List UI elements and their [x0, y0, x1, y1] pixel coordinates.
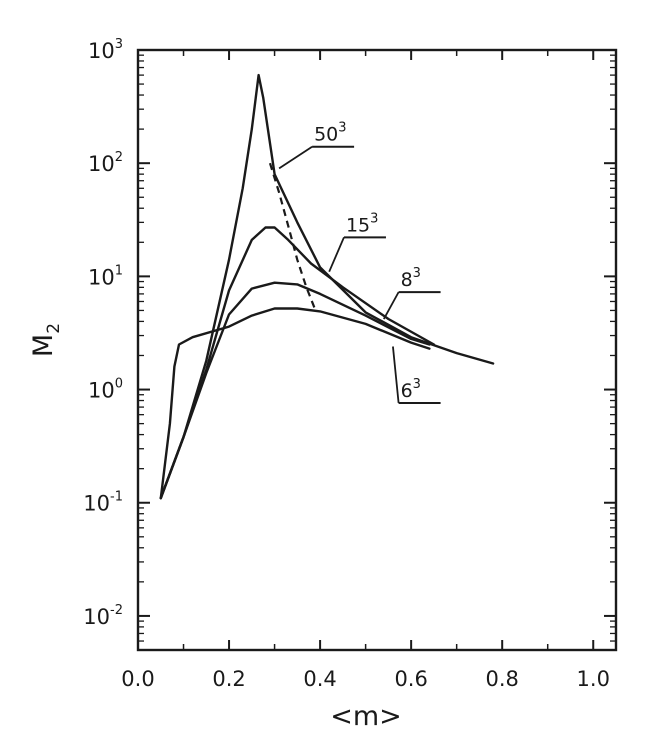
y-tick-label: 10-1 [83, 490, 123, 516]
x-tick-label: 0.4 [303, 667, 336, 691]
series-line-2 [159, 281, 431, 500]
series-line-3 [159, 307, 431, 500]
dashed-line [268, 162, 317, 311]
x-tick-label: 0.6 [394, 667, 427, 691]
x-tick-label: 0.8 [485, 667, 518, 691]
dashed-boundary [268, 162, 317, 311]
series-label: 153 [346, 211, 378, 236]
plot-frame [136, 48, 618, 652]
y-tick-label: 103 [88, 37, 123, 63]
x-axis-title: <m> [330, 701, 402, 732]
series-group [159, 73, 495, 500]
series-line-1 [159, 226, 436, 500]
y-tick-label: 101 [88, 263, 123, 289]
series-label: 83 [401, 266, 421, 291]
x-tick-label: 0.0 [121, 667, 154, 691]
x-tick-label: 1.0 [577, 667, 610, 691]
y-tick-label: 10-2 [83, 603, 123, 629]
series-line-0 [159, 73, 495, 500]
y-tick-label: 100 [88, 377, 123, 403]
series-label-leader [328, 236, 345, 273]
y-tick-label: 102 [88, 150, 123, 176]
series-label-leader [383, 291, 400, 320]
series-label: 503 [314, 121, 346, 146]
y-axis-title: M2 [28, 323, 64, 357]
series-label-leader [278, 145, 313, 170]
x-tick-label: 0.2 [212, 667, 245, 691]
series-label: 63 [401, 377, 421, 402]
series-label-leader [392, 346, 400, 404]
axis-ticks: 0.0 0.2 0.4 0.6 0.8 1.0 103 102 101 100 10-1 10-2 [83, 37, 616, 691]
series-labels: 503 153 83 63 [278, 121, 441, 404]
